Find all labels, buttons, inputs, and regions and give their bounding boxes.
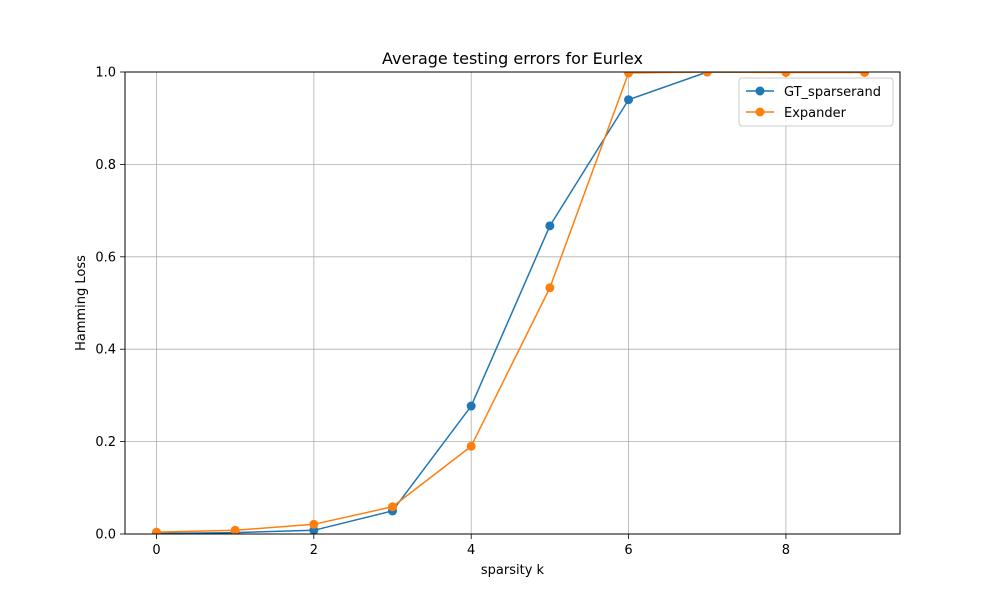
y-tick-label: 0.0 (95, 528, 116, 543)
plot-frame (124, 71, 901, 535)
x-tick-label: 8 (782, 543, 790, 558)
y-tick-label: 0.2 (95, 435, 116, 450)
legend-label-gt-sparserand: GT_sparserand (784, 85, 881, 100)
x-tick-label: 6 (624, 543, 632, 558)
x-tick-label: 4 (467, 543, 475, 558)
y-tick-label: 0.4 (95, 343, 116, 358)
x-axis-label: sparsity k (481, 563, 545, 578)
data-point-gt-sparserand (545, 221, 555, 231)
data-point-gt-sparserand (466, 401, 476, 411)
y-tick-label: 0.8 (95, 158, 116, 173)
legend-marker-expander (755, 107, 765, 117)
data-point-expander (781, 72, 791, 77)
y-axis-label: Hamming Loss (74, 255, 89, 351)
data-point-expander (309, 519, 319, 529)
data-point-expander (702, 72, 712, 77)
series-line-gt-sparserand (156, 72, 865, 534)
chart-title: Average testing errors for Eurlex (382, 49, 643, 68)
legend: GT_sparserand Expander (738, 77, 894, 127)
legend-frame (738, 77, 894, 127)
data-point-gt-sparserand (624, 95, 634, 105)
data-point-expander (860, 72, 870, 77)
data-point-expander (388, 502, 398, 512)
data-point-expander (230, 525, 240, 534)
legend-marker-gt-sparserand (755, 86, 765, 96)
y-tick-label: 1.0 (95, 66, 116, 81)
data-point-expander (624, 72, 634, 78)
x-tick-label: 2 (310, 543, 318, 558)
data-point-expander (151, 527, 161, 534)
data-point-expander (466, 441, 476, 451)
data-point-expander (545, 283, 555, 293)
legend-label-expander: Expander (784, 106, 847, 121)
y-tick-label: 0.6 (95, 250, 116, 265)
axis-ticks: 0 2 4 6 8 0.0 0.2 0.4 0.6 0.8 1.0 (95, 66, 790, 559)
x-tick-label: 0 (152, 543, 160, 558)
